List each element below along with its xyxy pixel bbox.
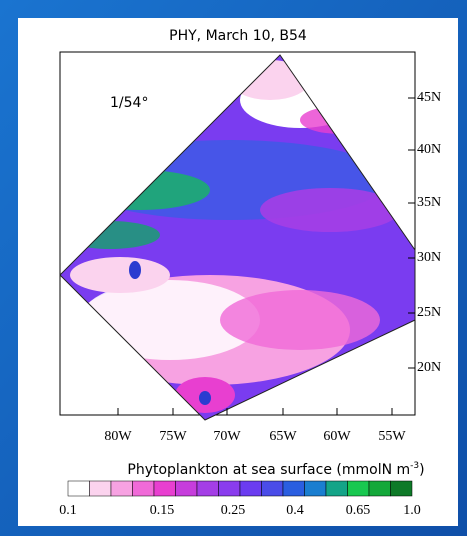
- lat-label: 35N: [417, 195, 441, 210]
- lon-label: 70W: [213, 429, 241, 444]
- colorbar-cell: [68, 481, 90, 496]
- colorbar-cell: [283, 481, 305, 496]
- colorbar-label-sup: -3: [410, 461, 419, 471]
- figure: PHY, March 10, B54 1/54° Phytoplankton a…: [0, 0, 467, 536]
- colorbar-tick-label: 0.25: [221, 503, 246, 518]
- lat-label: 25N: [417, 305, 441, 320]
- resolution-annotation: 1/54°: [110, 95, 148, 111]
- colorbar-tick-label: 0.4: [286, 503, 304, 518]
- colorbar-cell: [176, 481, 198, 496]
- colorbar-cell: [326, 481, 348, 496]
- colorbar-cell: [90, 481, 112, 496]
- lat-label: 45N: [417, 90, 441, 105]
- colorbar-cell: [240, 481, 262, 496]
- lon-label: 60W: [323, 429, 351, 444]
- lon-label: 80W: [104, 429, 132, 444]
- lon-label: 55W: [378, 429, 406, 444]
- colorbar-cell: [133, 481, 155, 496]
- colorbar-cell: [348, 481, 370, 496]
- lon-label: 75W: [159, 429, 187, 444]
- lat-label: 20N: [417, 360, 441, 375]
- colorbar-cell: [219, 481, 241, 496]
- colorbar-cell: [369, 481, 391, 496]
- colorbar-cell: [154, 481, 176, 496]
- lat-label: 40N: [417, 142, 441, 157]
- colorbar-tick-label: 0.15: [150, 503, 175, 518]
- lat-label: 30N: [417, 250, 441, 265]
- colorbar-cell: [111, 481, 133, 496]
- colorbar-cell: [391, 481, 413, 496]
- colorbar-label: Phytoplankton at sea surface (mmolN m-3): [127, 461, 424, 479]
- colorbar-tick-label: 1.0: [403, 503, 421, 518]
- lon-label: 65W: [269, 429, 297, 444]
- colorbar-cell: [305, 481, 327, 496]
- colorbar-cell: [197, 481, 219, 496]
- colorbar-label-end: ): [419, 462, 424, 478]
- colorbar-tick-label: 0.65: [346, 503, 371, 518]
- colorbar-tick-label: 0.1: [59, 503, 77, 518]
- colorbar-cell: [262, 481, 284, 496]
- title: PHY, March 10, B54: [169, 28, 307, 44]
- colorbar-label-text: Phytoplankton at sea surface (mmolN m: [127, 462, 410, 478]
